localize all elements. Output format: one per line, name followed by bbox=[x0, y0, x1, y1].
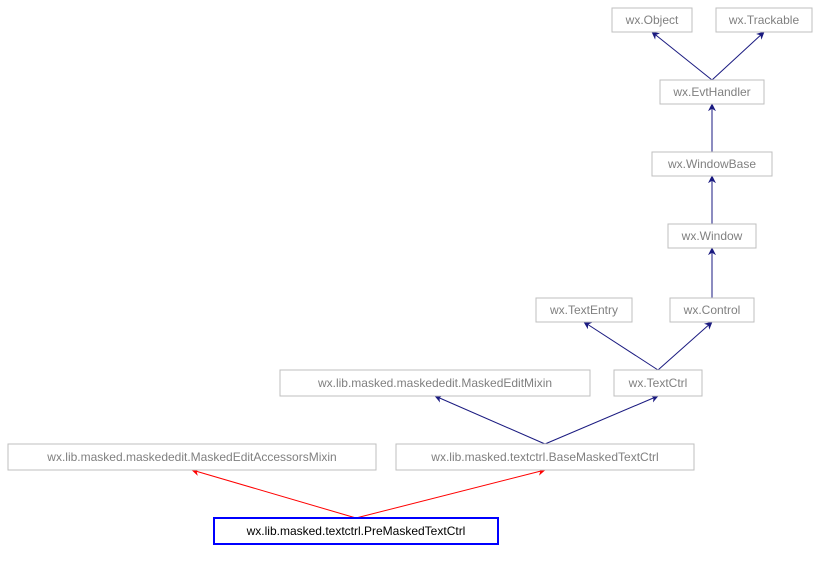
node-AccessorsMixin[interactable]: wx.lib.masked.maskededit.MaskedEditAcces… bbox=[8, 444, 376, 470]
node-EvtHandler[interactable]: wx.EvtHandler bbox=[660, 80, 764, 104]
edge-EvtHandler-to-Object bbox=[652, 32, 712, 80]
node-WindowBase[interactable]: wx.WindowBase bbox=[652, 152, 772, 176]
inheritance-diagram: wx.Object wx.Trackable wx.EvtHandler wx.Win… bbox=[0, 0, 825, 581]
node-label: wx.WindowBase bbox=[667, 157, 756, 171]
edge-EvtHandler-to-Trackable bbox=[712, 32, 764, 80]
node-label: wx.lib.masked.textctrl.BaseMaskedTextCtr… bbox=[430, 450, 658, 464]
edge-TextCtrl-to-TextEntry bbox=[584, 322, 658, 370]
node-label: wx.Object bbox=[625, 13, 679, 27]
edge-BaseMasked-to-MaskedEditMixin bbox=[435, 396, 545, 444]
edge-PreMasked-to-BaseMasked bbox=[356, 470, 545, 518]
node-Control[interactable]: wx.Control bbox=[670, 298, 754, 322]
node-BaseMasked[interactable]: wx.lib.masked.textctrl.BaseMaskedTextCtr… bbox=[396, 444, 694, 470]
node-label: wx.lib.masked.maskededit.MaskedEditMixin bbox=[317, 376, 552, 390]
node-label: wx.lib.masked.textctrl.PreMaskedTextCtrl bbox=[246, 524, 466, 538]
node-label: wx.Trackable bbox=[728, 13, 800, 27]
node-Object[interactable]: wx.Object bbox=[612, 8, 692, 32]
node-label: wx.TextEntry bbox=[549, 303, 618, 317]
node-PreMasked[interactable]: wx.lib.masked.textctrl.PreMaskedTextCtrl bbox=[214, 518, 498, 544]
node-label: wx.lib.masked.maskededit.MaskedEditAcces… bbox=[46, 450, 336, 464]
node-Trackable[interactable]: wx.Trackable bbox=[716, 8, 812, 32]
node-label: wx.Control bbox=[683, 303, 741, 317]
node-MaskedEditMixin[interactable]: wx.lib.masked.maskededit.MaskedEditMixin bbox=[280, 370, 590, 396]
edge-BaseMasked-to-TextCtrl bbox=[545, 396, 658, 444]
node-label: wx.Window bbox=[681, 229, 743, 243]
node-Window[interactable]: wx.Window bbox=[668, 224, 756, 248]
node-label: wx.TextCtrl bbox=[628, 376, 688, 390]
node-label: wx.EvtHandler bbox=[672, 85, 750, 99]
nodes-layer: wx.Object wx.Trackable wx.EvtHandler wx.Win… bbox=[8, 8, 812, 544]
node-TextCtrl[interactable]: wx.TextCtrl bbox=[614, 370, 702, 396]
edge-TextCtrl-to-Control bbox=[658, 322, 712, 370]
node-TextEntry[interactable]: wx.TextEntry bbox=[536, 298, 632, 322]
edge-PreMasked-to-AccessorsMixin bbox=[192, 470, 356, 518]
